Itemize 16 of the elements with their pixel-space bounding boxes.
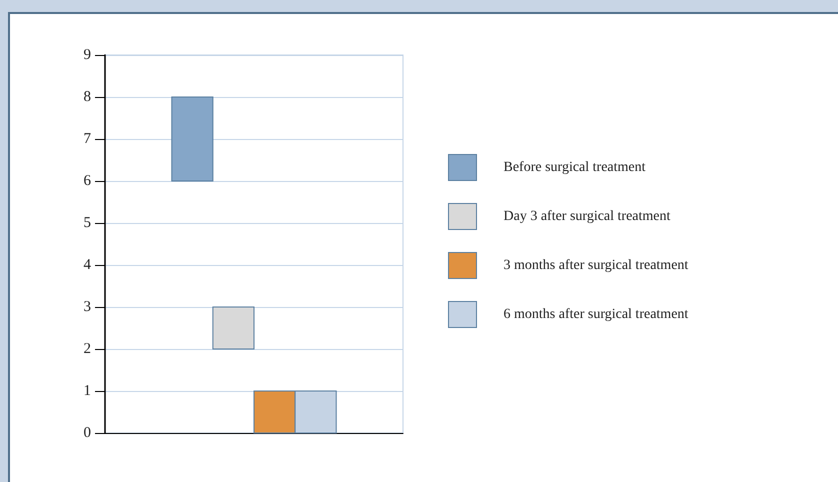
y-tick-label: 5 [84,215,91,231]
y-tick-label: 2 [84,341,91,357]
legend-label: Day 3 after surgical treatment [504,209,671,224]
legend-label: 3 months after surgical treatment [504,258,688,273]
y-tick-label: 8 [84,89,91,105]
y-tick-label: 4 [84,257,92,273]
y-tick-label: 1 [84,383,91,399]
y-tick-label: 9 [84,47,91,63]
y-tick-label: 0 [84,425,91,441]
legend-label: Before surgical treatment [504,160,646,175]
y-tick-label: 6 [84,173,92,189]
bar [171,96,214,182]
y-tick-label: 3 [84,299,91,315]
bar [212,306,254,350]
legend-label: 6 months after surgical treatment [504,307,688,322]
y-tick-label: 7 [84,131,92,147]
